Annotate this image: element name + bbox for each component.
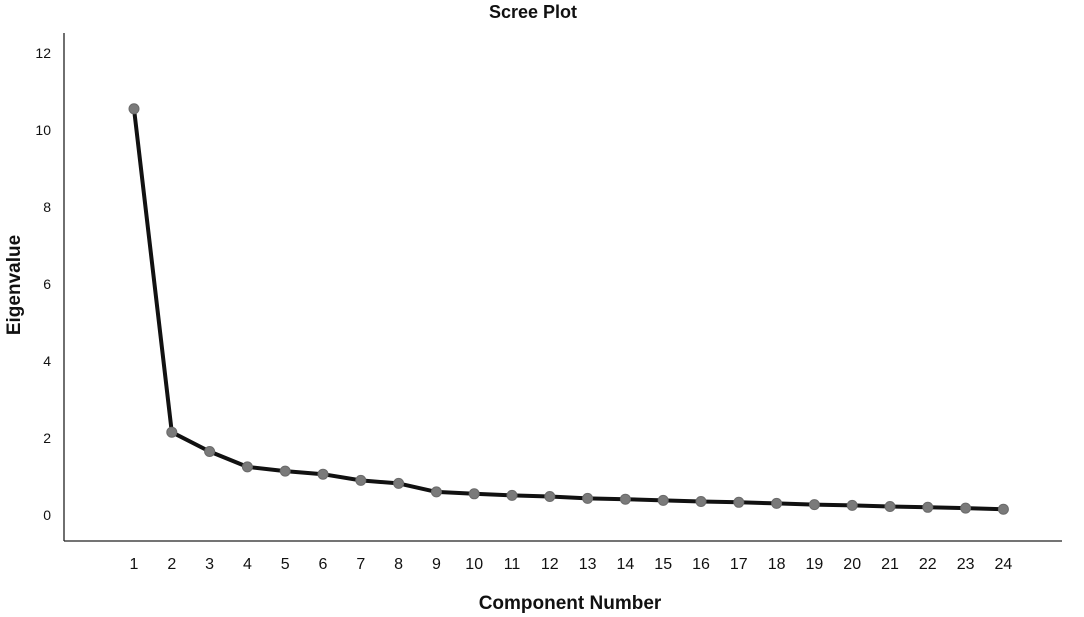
data-point <box>997 503 1009 515</box>
y-tick-label: 12 <box>35 45 51 61</box>
x-tick-label: 18 <box>768 556 786 573</box>
x-tick-label: 7 <box>356 556 365 573</box>
data-point <box>204 446 216 457</box>
x-tick-label: 22 <box>919 556 937 573</box>
x-tick-label: 5 <box>281 556 290 573</box>
data-point <box>430 486 442 498</box>
y-tick-labels: 0 2 4 6 8 10 12 <box>35 45 51 523</box>
x-tick-label: 9 <box>432 556 441 573</box>
x-tick-label: 13 <box>579 556 597 573</box>
data-point <box>884 501 896 512</box>
x-tick-label: 2 <box>167 556 176 573</box>
data-point <box>695 496 707 507</box>
y-tick-label: 8 <box>43 199 51 215</box>
x-tick-label: 21 <box>881 556 899 573</box>
y-tick-label: 4 <box>43 353 51 369</box>
data-point <box>279 465 291 477</box>
x-tick-label: 10 <box>465 556 483 573</box>
data-point <box>241 461 253 473</box>
data-point <box>619 493 631 505</box>
x-tick-label: 15 <box>654 556 672 573</box>
series-layer <box>128 103 1009 515</box>
x-tick-label: 23 <box>957 556 975 573</box>
x-axis-label: Component Number <box>479 593 662 614</box>
x-tick-label: 19 <box>806 556 824 573</box>
data-point <box>166 426 178 438</box>
x-tick-label: 17 <box>730 556 748 573</box>
x-tick-label: 11 <box>504 556 521 573</box>
x-tick-label: 16 <box>692 556 710 573</box>
x-tick-labels: 1 2 3 4 5 6 7 8 9 10 11 12 13 14 15 16 17 18 19 20 21 22 23 24 <box>130 556 1013 573</box>
data-point <box>960 502 972 514</box>
data-point <box>808 499 820 511</box>
x-tick-label: 1 <box>130 556 139 573</box>
x-tick-label: 20 <box>843 556 861 573</box>
data-point <box>468 488 480 500</box>
y-tick-label: 6 <box>43 276 51 292</box>
y-tick-label: 0 <box>43 507 51 523</box>
data-point <box>922 501 934 513</box>
x-tick-label: 4 <box>243 556 252 573</box>
data-point <box>771 497 783 509</box>
y-tick-label: 2 <box>43 430 51 446</box>
data-point <box>393 477 405 489</box>
data-point <box>128 103 140 115</box>
series-line <box>132 106 1006 512</box>
data-point <box>733 496 745 508</box>
data-point <box>657 494 669 506</box>
x-tick-label: 6 <box>319 556 328 573</box>
x-tick-label: 24 <box>995 556 1013 573</box>
data-point <box>544 491 556 502</box>
y-axis-label: Eigenvalue <box>4 235 25 335</box>
x-tick-label: 3 <box>205 556 214 573</box>
chart-title: Scree Plot <box>489 2 577 22</box>
data-point <box>506 489 518 501</box>
data-point <box>317 468 329 480</box>
y-tick-label: 10 <box>35 122 51 138</box>
data-point <box>355 474 367 486</box>
data-point <box>846 499 858 511</box>
x-tick-label: 12 <box>541 556 559 573</box>
x-tick-label: 14 <box>617 556 635 573</box>
data-point <box>582 492 594 504</box>
x-tick-label: 8 <box>394 556 403 573</box>
